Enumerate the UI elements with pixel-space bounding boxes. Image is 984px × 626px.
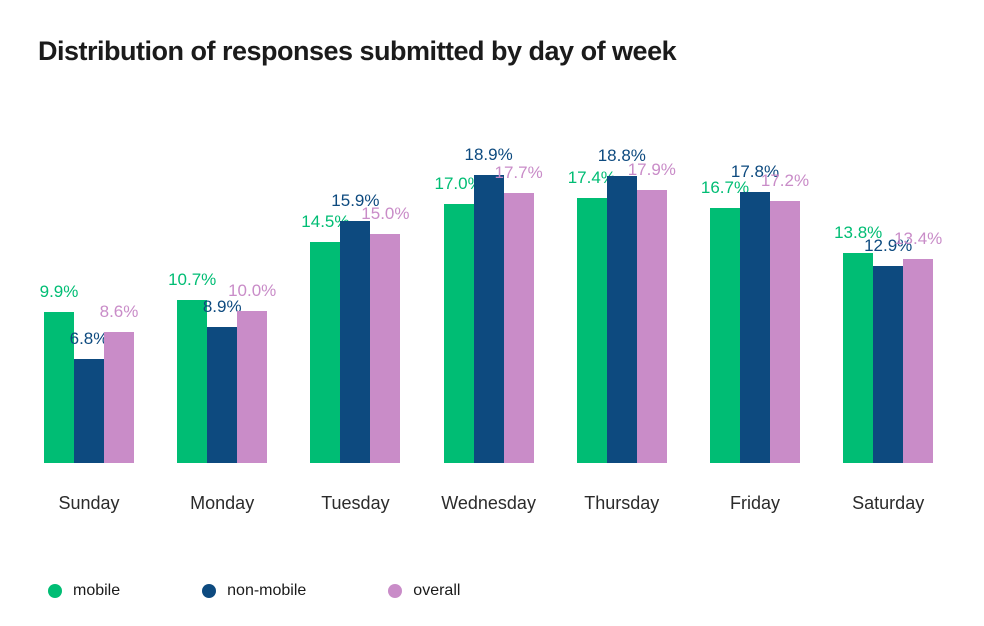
bar-value-label-overall-monday: 10.0%: [228, 280, 277, 300]
bar-value-label-mobile-sunday: 9.9%: [39, 282, 79, 302]
bar-overall-saturday: [903, 258, 934, 463]
bar-value-label-non-mobile-monday: 8.9%: [202, 297, 242, 317]
legend-dot-icon: [388, 584, 403, 598]
bar-mobile-wednesday: [443, 203, 474, 463]
legend-label: mobile: [73, 582, 121, 599]
legend-item-non-mobile[interactable]: non-mobile: [202, 582, 306, 600]
bar-overall-wednesday: [503, 193, 534, 463]
bar-value-label-mobile-wednesday: 17.0%: [434, 173, 483, 193]
bar-value-label-non-mobile-friday: 17.8%: [730, 161, 780, 181]
bar-non-mobile-tuesday: [340, 220, 371, 463]
x-axis-label-sunday: Sunday: [58, 493, 120, 513]
bar-value-label-non-mobile-saturday: 12.9%: [864, 236, 913, 256]
bar-value-label-non-mobile-wednesday: 18.9%: [464, 144, 513, 164]
bar-non-mobile-thursday: [606, 176, 637, 463]
bar-value-label-overall-wednesday: 17.7%: [494, 163, 543, 183]
bar-mobile-thursday: [576, 197, 607, 463]
bar-value-label-mobile-friday: 16.7%: [700, 178, 750, 198]
bar-non-mobile-sunday: [74, 359, 104, 463]
legend-label: overall: [413, 582, 461, 599]
bar-value-label-overall-thursday: 17.9%: [627, 160, 676, 180]
bar-overall-friday: [770, 200, 800, 463]
chart-title: Distribution of responses submitted by d…: [38, 36, 677, 66]
x-axis-label-tuesday: Tuesday: [321, 493, 390, 513]
bar-overall-monday: [237, 310, 268, 463]
bar-value-label-overall-friday: 17.2%: [760, 170, 810, 190]
x-axis-label-saturday: Saturday: [852, 493, 925, 513]
bar-value-label-mobile-saturday: 13.8%: [834, 222, 883, 242]
bar-overall-tuesday: [370, 234, 401, 463]
bar-non-mobile-monday: [207, 327, 238, 463]
legend: mobile non-mobile overall: [48, 582, 460, 600]
bar-non-mobile-wednesday: [473, 174, 504, 463]
bar-value-label-non-mobile-tuesday: 15.9%: [331, 190, 380, 210]
bar-value-label-overall-tuesday: 15.0%: [361, 204, 410, 224]
bar-value-label-non-mobile-sunday: 6.8%: [69, 329, 109, 349]
bar-overall-thursday: [636, 190, 667, 463]
x-axis-label-friday: Friday: [729, 493, 780, 513]
bar-value-label-non-mobile-thursday: 18.8%: [597, 146, 646, 166]
bar-non-mobile-saturday: [873, 266, 904, 463]
bar-mobile-tuesday: [310, 241, 341, 463]
bar-mobile-friday: [710, 208, 740, 463]
bar-mobile-monday: [177, 299, 208, 463]
bar-value-label-mobile-monday: 10.7%: [168, 269, 217, 289]
legend-item-overall[interactable]: overall: [388, 582, 460, 600]
bar-mobile-sunday: [44, 312, 74, 463]
bar-non-mobile-friday: [740, 191, 770, 463]
legend-label: non-mobile: [227, 582, 307, 599]
bar-value-label-mobile-thursday: 17.4%: [567, 167, 616, 187]
bar-mobile-saturday: [843, 252, 874, 463]
legend-item-mobile[interactable]: mobile: [48, 582, 120, 600]
bar-value-label-overall-sunday: 8.6%: [99, 301, 139, 321]
legend-dot-icon: [48, 584, 62, 598]
x-axis-label-monday: Monday: [190, 493, 255, 513]
bar-overall-sunday: [104, 331, 134, 463]
bar-value-label-mobile-tuesday: 14.5%: [301, 211, 350, 231]
x-axis-label-wednesday: Wednesday: [441, 493, 536, 513]
bar-value-label-overall-saturday: 13.4%: [894, 228, 943, 248]
x-axis-label-thursday: Thursday: [584, 493, 660, 513]
legend-dot-icon: [202, 584, 217, 598]
